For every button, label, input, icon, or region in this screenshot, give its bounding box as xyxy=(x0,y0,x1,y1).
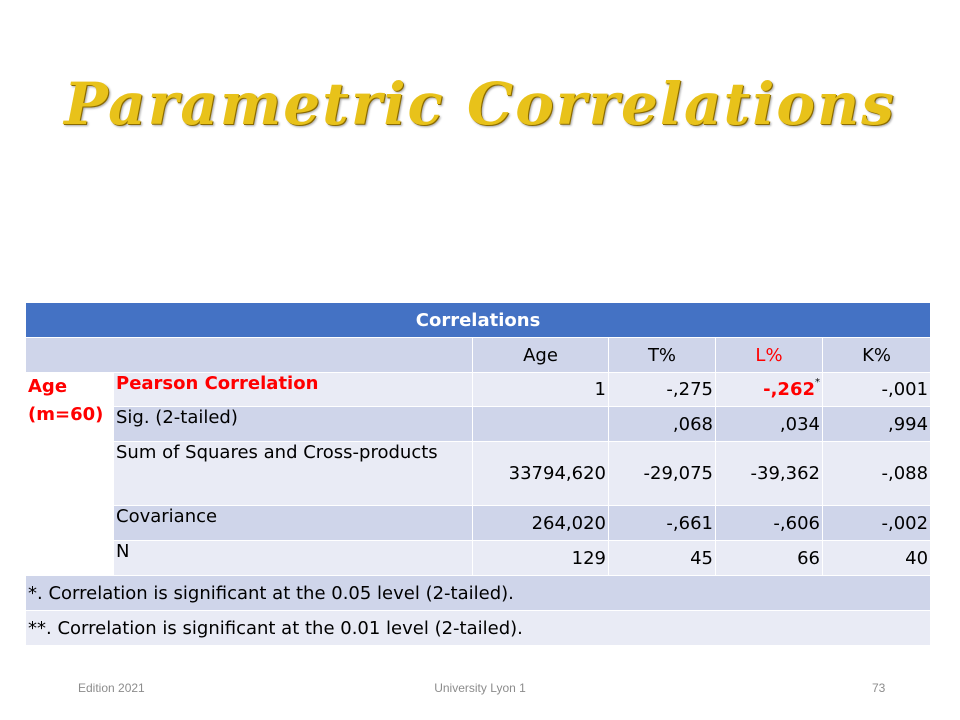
cell-value: ,068 xyxy=(608,406,716,442)
column-header-l: L% xyxy=(715,337,823,373)
cell-value: 129 xyxy=(472,540,609,576)
cell-value: -,275 xyxy=(608,372,716,407)
row-label: Covariance xyxy=(113,505,473,541)
footer-edition: Edition 2021 xyxy=(78,681,145,695)
cell-value: 33794,620 xyxy=(472,441,609,506)
cell-value: -39,362 xyxy=(715,441,823,506)
footer-page-number: 73 xyxy=(872,681,886,695)
footnote: **. Correlation is significant at the 0.… xyxy=(24,610,932,646)
cell-value xyxy=(472,406,609,442)
footnote-row: *. Correlation is significant at the 0.0… xyxy=(24,575,932,611)
cell-value: -,002 xyxy=(821,505,932,541)
cell-value: ,034 xyxy=(715,406,823,442)
cell-value: 1 xyxy=(472,372,609,407)
table-row-n: N 129 45 66 40 xyxy=(26,540,932,576)
row-group-label-line1: Age xyxy=(28,376,68,397)
table-row-sumsq: Sum of Squares and Cross-products 33794,… xyxy=(26,441,932,506)
row-group-label: Age (m=60) xyxy=(25,372,114,576)
column-header-t: T% xyxy=(608,337,716,373)
row-label: N xyxy=(113,540,473,576)
cell-value: 66 xyxy=(715,540,823,576)
cell-value: -,606 xyxy=(715,505,823,541)
column-header-row: Age T% L% K% xyxy=(25,337,932,373)
row-label: Sig. (2-tailed) xyxy=(113,406,473,442)
footnote-row: **. Correlation is significant at the 0.… xyxy=(24,610,932,646)
highlight-value: -,262 xyxy=(763,379,815,400)
table-row-sig: Sig. (2-tailed) ,068 ,034 ,994 xyxy=(26,406,932,442)
row-label: Sum of Squares and Cross-products xyxy=(113,441,473,506)
cell-value: 45 xyxy=(608,540,716,576)
footnote: *. Correlation is significant at the 0.0… xyxy=(24,575,932,611)
row-label: Pearson Correlation xyxy=(113,372,473,407)
cell-value-highlight: -,262* xyxy=(715,372,823,407)
table-row-pearson: Age (m=60) Pearson Correlation 1 -,275 -… xyxy=(25,372,932,576)
cell-value: -,001 xyxy=(821,372,932,407)
column-header-age: Age xyxy=(472,337,609,373)
cell-value: -,661 xyxy=(608,505,716,541)
cell-value: -,088 xyxy=(821,441,932,506)
cell-value: ,994 xyxy=(821,406,932,442)
correlations-table: Correlations Age T% L% K% Age (m=60) Pea… xyxy=(24,302,932,646)
table-caption: Correlations xyxy=(24,302,932,338)
cell-value: 40 xyxy=(821,540,932,576)
table-row-covariance: Covariance 264,020 -,661 -,606 -,002 xyxy=(26,505,932,541)
header-blank-cell xyxy=(25,337,473,373)
table-caption-row: Correlations xyxy=(24,302,932,338)
slide-title: Parametric Correlations xyxy=(64,70,896,138)
cell-value: -29,075 xyxy=(608,441,716,506)
cell-value: 264,020 xyxy=(472,505,609,541)
significance-marker: * xyxy=(815,377,820,388)
column-header-k: K% xyxy=(821,337,932,373)
row-group-label-line2: (m=60) xyxy=(28,404,104,425)
footer-university: University Lyon 1 xyxy=(434,681,526,695)
